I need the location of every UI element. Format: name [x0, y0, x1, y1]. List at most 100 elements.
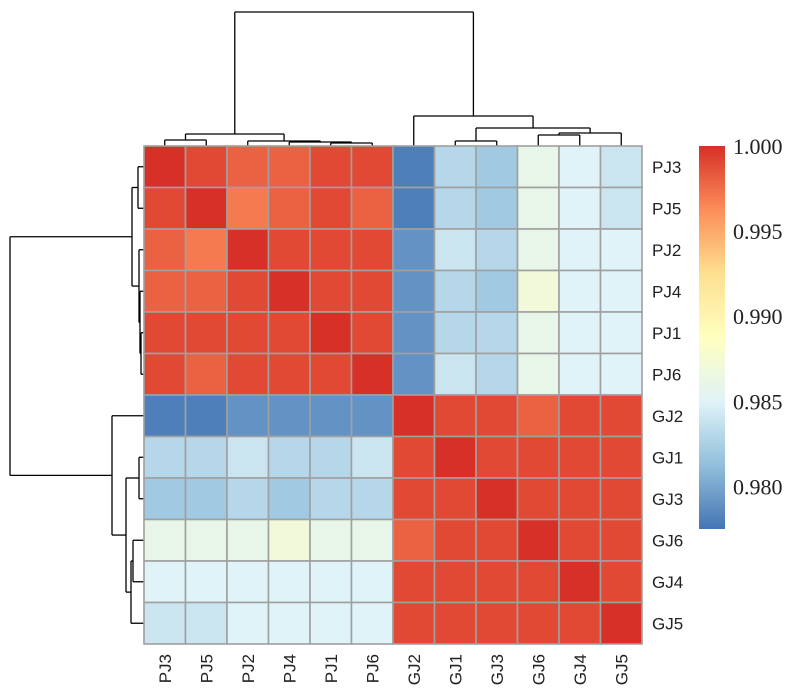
heatmap-cell [516, 394, 560, 438]
heatmap-cell [184, 311, 228, 355]
heatmap-cell [558, 186, 602, 230]
heatmap-cell [184, 601, 228, 645]
heatmap-cell [433, 518, 477, 562]
heatmap-cell [433, 435, 477, 479]
heatmap-cell [143, 145, 187, 189]
heatmap-cell [143, 518, 187, 562]
row-label: GJ5 [652, 614, 683, 633]
heatmap-cell [143, 269, 187, 313]
heatmap-cell [433, 394, 477, 438]
heatmap-cell [226, 228, 270, 272]
heatmap-cell [558, 228, 602, 272]
heatmap-cell [599, 228, 643, 272]
heatmap-cell [226, 186, 270, 230]
column-label: GJ4 [571, 654, 590, 685]
heatmap-cell [392, 518, 436, 562]
column-label: PJ3 [156, 654, 175, 683]
heatmap-cell [267, 601, 311, 645]
heatmap-cell [558, 477, 602, 521]
heatmap-cell [558, 311, 602, 355]
heatmap-cell [599, 394, 643, 438]
heatmap-cell [226, 518, 270, 562]
heatmap-cell [226, 352, 270, 396]
heatmap-cell [184, 186, 228, 230]
heatmap-cell [350, 186, 394, 230]
heatmap-cell [267, 394, 311, 438]
heatmap-cell [184, 269, 228, 313]
heatmap-cell [184, 518, 228, 562]
row-label: PJ1 [652, 324, 681, 343]
row-label: PJ3 [652, 158, 681, 177]
colorbar-tick-label: 0.980 [733, 474, 783, 499]
heatmap-cell [267, 145, 311, 189]
column-label: PJ1 [322, 654, 341, 683]
heatmap-cell [309, 145, 353, 189]
heatmap-cell [267, 311, 311, 355]
heatmap-cell [475, 477, 519, 521]
heatmap-cell [267, 560, 311, 604]
heatmap-cell [516, 560, 560, 604]
heatmap-cell [226, 560, 270, 604]
heatmap-cell [184, 145, 228, 189]
heatmap-cell [143, 186, 187, 230]
heatmap-grid [143, 145, 643, 645]
heatmap-cell [516, 601, 560, 645]
heatmap-cell [516, 477, 560, 521]
heatmap-cell [475, 394, 519, 438]
heatmap-cell [392, 145, 436, 189]
heatmap-cell [475, 311, 519, 355]
heatmap-cell [516, 518, 560, 562]
heatmap-cell [309, 228, 353, 272]
heatmap-cell [599, 518, 643, 562]
heatmap-cell [475, 269, 519, 313]
heatmap-cell [392, 269, 436, 313]
heatmap-cell [433, 311, 477, 355]
heatmap-cell [475, 560, 519, 604]
heatmap-cell [599, 311, 643, 355]
heatmap-cell [184, 435, 228, 479]
heatmap-cell [599, 601, 643, 645]
heatmap-cell [267, 435, 311, 479]
column-label: GJ1 [446, 654, 465, 685]
heatmap-cell [433, 477, 477, 521]
heatmap-cell [433, 145, 477, 189]
column-label: PJ6 [363, 654, 382, 683]
heatmap-cell [475, 352, 519, 396]
heatmap-cell [475, 435, 519, 479]
row-label: PJ2 [652, 241, 681, 260]
row-dendrogram [9, 166, 144, 624]
colorbar-tick-label: 0.985 [733, 389, 783, 414]
heatmap-cell [558, 352, 602, 396]
heatmap-cell [599, 477, 643, 521]
heatmap-cell [184, 560, 228, 604]
heatmap-cell [226, 145, 270, 189]
heatmap-cell [267, 269, 311, 313]
column-label: GJ5 [612, 654, 631, 685]
heatmap-cell [433, 560, 477, 604]
heatmap-cell [392, 560, 436, 604]
heatmap-cell [226, 269, 270, 313]
column-label: GJ2 [405, 654, 424, 685]
row-label: PJ5 [652, 199, 681, 218]
heatmap-cell [226, 394, 270, 438]
row-label: GJ3 [652, 490, 683, 509]
heatmap-cell [143, 352, 187, 396]
heatmap-cell [516, 311, 560, 355]
heatmap-cell [599, 186, 643, 230]
column-label: PJ5 [197, 654, 216, 683]
row-label: GJ1 [652, 448, 683, 467]
row-label: PJ6 [652, 365, 681, 384]
heatmap-cell [392, 477, 436, 521]
heatmap-cell [475, 601, 519, 645]
heatmap-cell [433, 228, 477, 272]
heatmap-cell [309, 352, 353, 396]
heatmap-cell [558, 601, 602, 645]
heatmap-cell [392, 435, 436, 479]
heatmap-cell [226, 435, 270, 479]
heatmap-cell [558, 518, 602, 562]
heatmap-cell [226, 601, 270, 645]
column-label: PJ2 [239, 654, 258, 683]
column-label: PJ4 [280, 654, 299, 683]
heatmap-cell [475, 186, 519, 230]
heatmap-cell [350, 352, 394, 396]
